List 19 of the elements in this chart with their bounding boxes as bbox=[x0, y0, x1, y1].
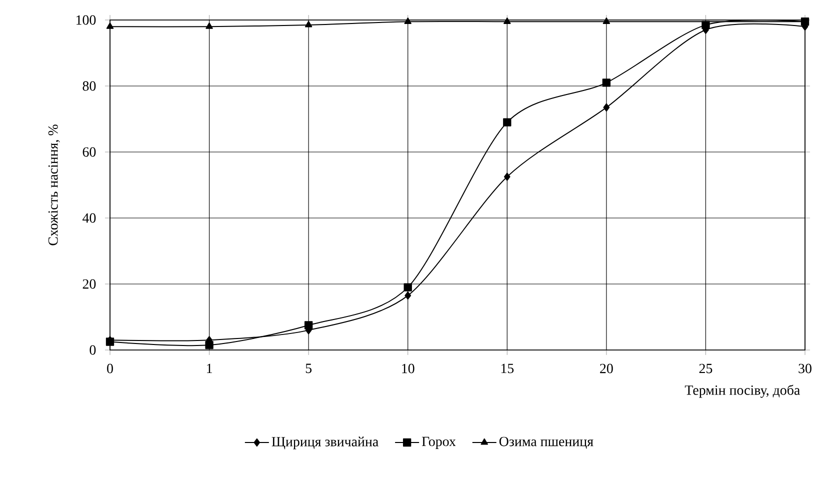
x-tick-label: 10 bbox=[402, 364, 414, 374]
x-tick-label: 1 bbox=[207, 364, 212, 374]
x-tick-label: 20 bbox=[600, 364, 613, 374]
y-axis-title: Схожість насіння, % bbox=[48, 124, 60, 246]
x-tick-label: 30 bbox=[798, 364, 812, 374]
y-tick-label: 100 bbox=[76, 15, 96, 25]
y-tick-label: 20 bbox=[82, 279, 96, 289]
legend-label: Озима пшениця bbox=[499, 436, 594, 449]
x-tick-label: 15 bbox=[501, 364, 514, 374]
y-tick-label: 0 bbox=[90, 345, 96, 355]
y-tick-label: 60 bbox=[82, 147, 96, 157]
legend-label: Горох bbox=[422, 436, 456, 449]
y-tick-label: 80 bbox=[82, 81, 96, 91]
x-tick-label: 5 bbox=[306, 364, 312, 374]
x-axis-title: Термін посіву, доба bbox=[684, 384, 800, 398]
x-tick-label: 0 bbox=[107, 364, 113, 374]
y-tick-label: 40 bbox=[82, 213, 96, 223]
legend-label: Щириця звичайна bbox=[272, 436, 378, 450]
x-tick-label: 25 bbox=[699, 364, 712, 374]
